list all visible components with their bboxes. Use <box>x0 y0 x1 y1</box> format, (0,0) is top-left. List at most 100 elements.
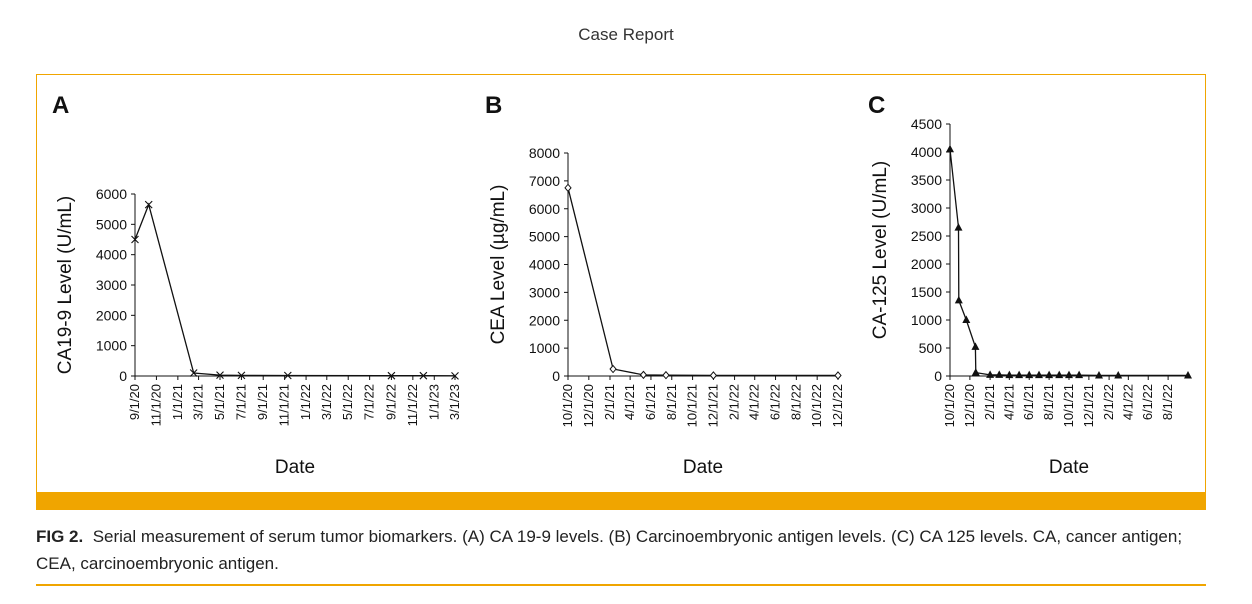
x-tick-label: 6/1/21 <box>1021 384 1036 420</box>
x-tick-label: 1/1/23 <box>426 384 441 420</box>
y-tick-label: 3000 <box>96 277 127 293</box>
x-tick-label: 11/1/22 <box>405 384 420 426</box>
x-tick-label: 5/1/21 <box>212 384 227 420</box>
x-tick-label: 12/1/20 <box>962 384 977 427</box>
x-tick-label: 3/1/23 <box>447 384 462 420</box>
y-tick-label: 4000 <box>911 144 942 160</box>
x-tick-label: 9/1/22 <box>383 384 398 420</box>
y-tick-label: 3500 <box>911 172 942 188</box>
data-point-marker <box>1025 370 1034 379</box>
x-tick-label: 9/1/21 <box>255 384 270 420</box>
y-tick-label: 4000 <box>96 247 127 263</box>
data-point-marker <box>237 371 246 380</box>
data-point-marker <box>1045 370 1054 379</box>
x-tick-label: 9/1/20 <box>127 384 142 420</box>
data-point-marker <box>1075 370 1084 379</box>
data-point-marker <box>131 235 139 244</box>
data-point-marker <box>451 371 459 380</box>
x-tick-label: 5/1/22 <box>340 384 355 420</box>
x-axis-title: Date <box>275 457 315 478</box>
x-tick-label: 12/1/20 <box>581 384 596 427</box>
data-point-marker <box>1184 370 1192 379</box>
y-tick-label: 5000 <box>529 229 560 245</box>
x-tick-label: 4/1/21 <box>622 384 637 420</box>
x-axis-title: Date <box>683 457 723 478</box>
x-tick-label: 1/1/22 <box>298 384 313 420</box>
y-tick-label: 0 <box>552 368 560 384</box>
chart-panel-c: C 0 500 1000 1500 2000 2500 3000 3500 4000 4500 10/… <box>868 92 1192 478</box>
data-point-marker <box>1094 370 1103 379</box>
x-tick-label: 4/1/21 <box>1001 384 1016 420</box>
y-tick-label: 3000 <box>911 200 942 216</box>
data-point-marker <box>971 368 980 376</box>
figure-accent-bar <box>36 492 1206 510</box>
x-tick-label: 8/1/22 <box>1160 384 1175 420</box>
page-header-title: Case Report <box>578 25 674 44</box>
data-point-marker <box>954 295 963 304</box>
y-tick-label: 7000 <box>529 173 560 189</box>
y-tick-label: 1000 <box>96 338 127 354</box>
data-point-marker <box>1005 370 1014 379</box>
x-tick-label: 3/1/21 <box>191 384 206 420</box>
caption-label: FIG 2. <box>36 527 84 546</box>
series-line <box>567 187 838 377</box>
y-tick-label: 4000 <box>529 257 560 273</box>
y-tick-label: 0 <box>934 368 942 384</box>
y-tick-label: 3000 <box>529 284 560 300</box>
chart-panel-b: B 0 1000 2000 3000 4000 5000 6000 7000 8000 10/1/2… <box>485 92 845 478</box>
chart-panel-a: A 0 1000 2000 3000 4000 5000 6000 9/1/20 11/1/20 1… <box>52 92 462 478</box>
data-point-marker <box>971 342 980 350</box>
x-tick-label: 8/1/22 <box>788 384 803 420</box>
x-axis-title: Date <box>1049 457 1089 478</box>
data-point-marker <box>1114 370 1123 379</box>
y-tick-label: 2000 <box>911 256 942 272</box>
y-tick-label: 8000 <box>529 145 560 161</box>
data-point-marker <box>1035 370 1044 379</box>
x-tick-label: 6/1/22 <box>768 384 783 420</box>
x-tick-label: 12/1/21 <box>1081 384 1096 427</box>
data-point-marker <box>662 370 670 380</box>
x-tick-label: 1/1/21 <box>170 384 185 420</box>
data-point-marker <box>283 371 292 380</box>
x-tick-label: 11/1/21 <box>277 384 292 426</box>
data-point-marker <box>1065 370 1073 379</box>
data-point-marker <box>946 144 954 153</box>
y-tick-label: 6000 <box>96 186 127 202</box>
data-point-marker <box>1055 370 1064 379</box>
data-point-marker <box>609 364 617 374</box>
x-tick-label: 4/1/22 <box>747 384 762 420</box>
data-point-marker <box>639 370 648 380</box>
x-tick-label: 2/1/22 <box>727 384 742 420</box>
x-tick-label: 2/1/22 <box>1101 384 1116 420</box>
y-tick-label: 5000 <box>96 216 127 232</box>
figure-caption: FIG 2. Serial measurement of serum tumor… <box>36 523 1211 577</box>
data-point-marker <box>419 371 428 380</box>
series-line <box>134 202 456 377</box>
data-point-marker <box>564 183 572 193</box>
x-tick-label: 10/1/20 <box>560 384 575 427</box>
x-tick-label: 12/1/22 <box>830 384 845 427</box>
y-tick-label: 0 <box>119 368 127 384</box>
panel-letter: C <box>868 92 885 119</box>
y-axis-title: CA19-9 Level (U/mL) <box>55 196 76 374</box>
figure-frame <box>36 74 1206 508</box>
x-tick-label: 7/1/22 <box>362 384 377 420</box>
y-tick-label: 500 <box>919 340 943 356</box>
x-tick-label: 11/1/20 <box>148 384 163 426</box>
data-point-marker <box>834 371 842 380</box>
y-tick-label: 6000 <box>529 201 560 217</box>
data-point-marker <box>387 371 396 380</box>
data-point-marker <box>995 370 1004 378</box>
y-tick-label: 1000 <box>911 312 942 328</box>
y-axis-title: CA-125 Level (U/mL) <box>870 161 891 339</box>
x-tick-label: 6/1/21 <box>643 384 658 420</box>
x-tick-label: 10/1/22 <box>809 384 824 427</box>
x-tick-label: 8/1/21 <box>1041 384 1056 420</box>
panel-letter: A <box>52 92 69 119</box>
caption-rule <box>36 584 1206 586</box>
data-point-marker <box>144 200 153 209</box>
x-tick-label: 10/1/21 <box>685 384 700 427</box>
y-tick-label: 4500 <box>911 116 942 132</box>
y-tick-label: 2000 <box>96 307 127 323</box>
